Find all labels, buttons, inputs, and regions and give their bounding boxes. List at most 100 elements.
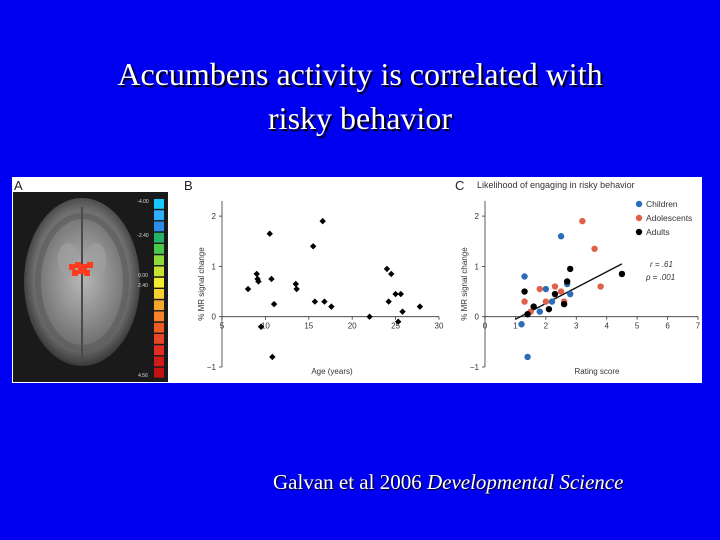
data-point xyxy=(567,265,574,273)
data-point xyxy=(293,285,300,293)
data-point xyxy=(530,303,537,310)
y-axis-label: % MR signal change xyxy=(460,247,469,321)
x-tick-label: 0 xyxy=(483,322,488,331)
x-tick-label: 7 xyxy=(696,322,701,331)
x-tick-label: 2 xyxy=(544,322,549,331)
data-point xyxy=(392,290,399,298)
panel-c-title: Likelihood of engaging in risky behavior xyxy=(477,180,635,190)
y-tick-label: −1 xyxy=(207,363,217,372)
color-scale-segment xyxy=(154,244,164,254)
x-tick-label: 25 xyxy=(391,322,400,331)
citation: Galvan et al 2006 Developmental Science xyxy=(273,470,623,495)
color-scale-label: -4.00 xyxy=(137,199,149,205)
data-point xyxy=(319,217,326,225)
data-point xyxy=(557,288,565,295)
panel-c-chart: C Likelihood of engaging in risky behavi… xyxy=(455,178,701,376)
activation-region xyxy=(69,262,93,276)
data-point xyxy=(542,285,550,293)
activation-voxel xyxy=(81,264,87,270)
data-point xyxy=(268,275,275,283)
panel-c-letter: C xyxy=(455,178,464,193)
y-tick-label: 0 xyxy=(212,313,217,322)
panel-a-letter: A xyxy=(14,178,23,193)
data-point xyxy=(255,278,262,285)
y-tick-label: −1 xyxy=(470,363,480,372)
color-scale-label: 4.56 xyxy=(138,373,148,379)
data-point xyxy=(253,270,260,278)
data-point xyxy=(591,245,598,252)
citation-journal: Developmental Science xyxy=(426,470,624,494)
color-scale-segment xyxy=(154,266,164,277)
y-tick-label: 1 xyxy=(212,262,217,271)
color-scale-segment xyxy=(154,199,164,209)
color-scale xyxy=(154,199,164,378)
data-point xyxy=(597,283,604,290)
data-point xyxy=(321,298,328,305)
activation-voxel xyxy=(78,268,84,274)
figure-panel: A -4.00 -2.40 0.00 2.40 4.56 B −1 0 1 2 5 10 15 xyxy=(12,177,702,383)
data-point xyxy=(579,217,586,225)
x-tick-label: 1 xyxy=(513,322,518,331)
activation-voxel xyxy=(87,262,93,268)
y-tick-label: 2 xyxy=(475,212,480,221)
panel-b-letter: B xyxy=(184,178,193,193)
color-scale-segment xyxy=(154,367,164,378)
x-tick-label: 15 xyxy=(304,322,313,331)
activation-voxel xyxy=(72,270,78,276)
data-point xyxy=(244,285,252,293)
color-scale-segment xyxy=(154,210,164,221)
activation-voxel xyxy=(69,264,75,270)
x-axis-label: Age (years) xyxy=(311,367,353,376)
data-point xyxy=(292,280,299,288)
color-scale-segment xyxy=(154,334,164,344)
title-line-1: Accumbens activity is correlated with xyxy=(117,56,603,92)
data-point xyxy=(399,308,406,315)
activation-voxel xyxy=(75,262,81,268)
activation-voxel xyxy=(84,270,90,276)
x-tick-label: 6 xyxy=(665,322,670,331)
correlation-r: r = .61 xyxy=(650,260,673,269)
color-scale-segment xyxy=(154,277,164,288)
data-point xyxy=(270,300,278,308)
data-point xyxy=(524,353,531,361)
color-scale-segment xyxy=(154,345,164,356)
data-point xyxy=(560,300,568,308)
data-point xyxy=(521,273,528,280)
color-scale-segment xyxy=(154,255,164,266)
data-point xyxy=(397,290,405,298)
data-point xyxy=(551,290,559,298)
legend-marker xyxy=(635,200,643,208)
data-point xyxy=(266,230,273,237)
color-scale-label: -2.40 xyxy=(137,233,149,239)
data-point xyxy=(557,233,565,240)
x-axis-label: Rating score xyxy=(575,367,620,376)
legend-label: Children xyxy=(646,199,678,209)
x-tick-label: 4 xyxy=(604,322,609,331)
data-point xyxy=(395,318,402,325)
x-tick-label: 5 xyxy=(635,322,640,331)
x-tick-label: 10 xyxy=(261,322,270,331)
x-tick-label: 30 xyxy=(435,322,444,331)
y-tick-label: 2 xyxy=(212,212,217,221)
color-scale-segment xyxy=(154,356,164,367)
data-point xyxy=(548,298,556,305)
data-point xyxy=(366,313,373,320)
data-point xyxy=(545,305,553,313)
x-tick-label: 5 xyxy=(220,322,225,331)
data-point xyxy=(536,285,543,293)
x-tick-label: 20 xyxy=(348,322,357,331)
data-point xyxy=(536,308,543,315)
data-point xyxy=(385,298,392,305)
panel-a: A -4.00 -2.40 0.00 2.40 4.56 xyxy=(13,178,168,382)
x-tick-label: 3 xyxy=(574,322,579,331)
correlation-p: p = .001 xyxy=(645,273,675,282)
data-point xyxy=(524,310,531,318)
data-point xyxy=(542,298,550,305)
data-point xyxy=(269,353,276,361)
data-point xyxy=(388,270,395,278)
slide-title: Accumbens activity is correlated with ri… xyxy=(0,52,720,140)
y-tick-label: 1 xyxy=(475,262,480,271)
color-scale-segment xyxy=(154,322,164,333)
